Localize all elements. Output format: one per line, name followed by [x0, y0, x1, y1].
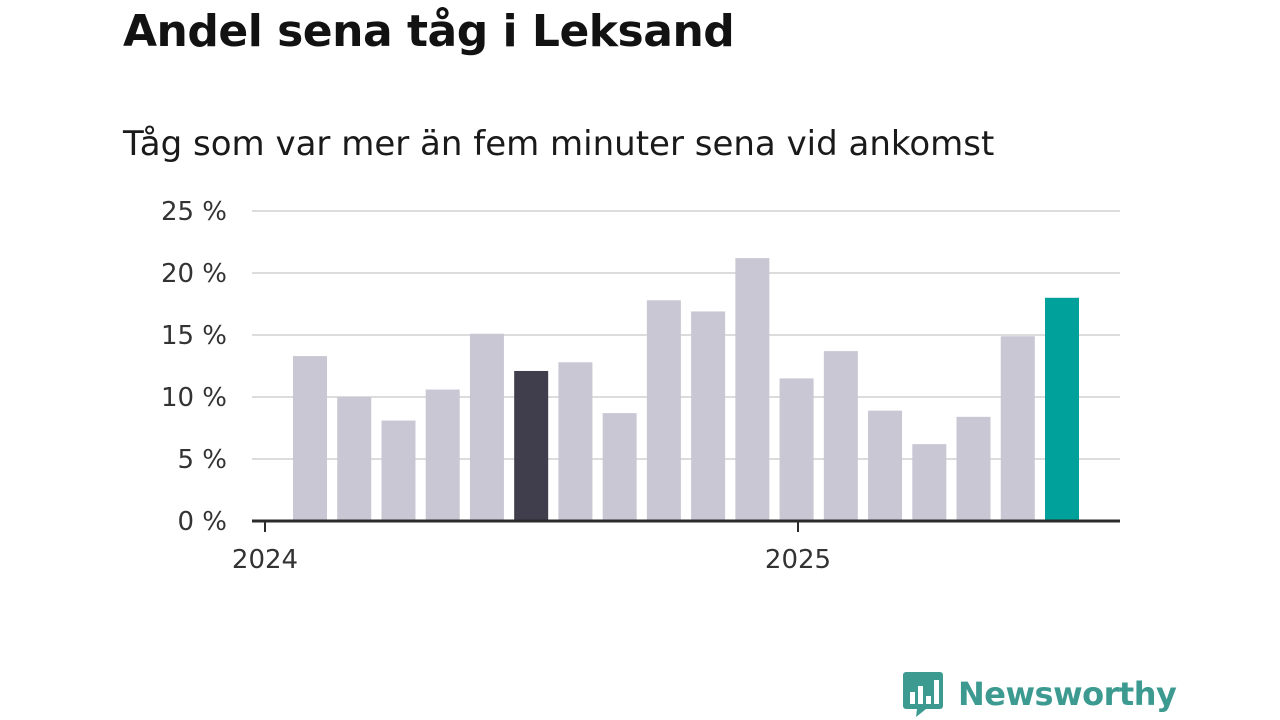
- y-axis-labels: 0 % 5 % 10 % 15 % 20 % 25 %: [161, 197, 227, 537]
- x-tick-label: 2025: [765, 545, 831, 575]
- y-tick-label: 25 %: [161, 197, 227, 227]
- bar: [293, 356, 327, 521]
- bars: [293, 258, 1079, 521]
- y-tick-label: 5 %: [177, 445, 227, 475]
- bar: [1000, 336, 1035, 521]
- bar: [691, 311, 726, 521]
- bar: [823, 351, 858, 521]
- bar: [469, 333, 504, 521]
- chart-title: Andel sena tåg i Leksand: [123, 6, 735, 57]
- newsworthy-logo: Newsworthy: [902, 670, 1177, 718]
- bar: [735, 258, 770, 521]
- bar: [558, 362, 593, 521]
- bar: [514, 370, 549, 521]
- y-tick-label: 0 %: [177, 507, 227, 537]
- bar: [425, 389, 460, 521]
- y-tick-label: 10 %: [161, 383, 227, 413]
- bar-chart-speech-bubble-icon: [903, 672, 943, 717]
- bar: [337, 397, 372, 521]
- logo-text: Newsworthy: [958, 675, 1177, 713]
- bar: [868, 410, 903, 521]
- y-tick-label: 20 %: [161, 259, 227, 289]
- x-axis: 2024 2025: [232, 519, 1120, 575]
- y-tick-label: 15 %: [161, 321, 227, 351]
- bar: [602, 413, 637, 521]
- x-tick-label: 2024: [232, 545, 298, 575]
- bar: [912, 444, 947, 521]
- bar: [381, 420, 416, 521]
- bar: [646, 300, 681, 521]
- bar: [779, 378, 814, 521]
- bar: [1045, 297, 1079, 521]
- bar: [956, 416, 991, 521]
- chart-subtitle: Tåg som var mer än fem minuter sena vid …: [123, 124, 995, 164]
